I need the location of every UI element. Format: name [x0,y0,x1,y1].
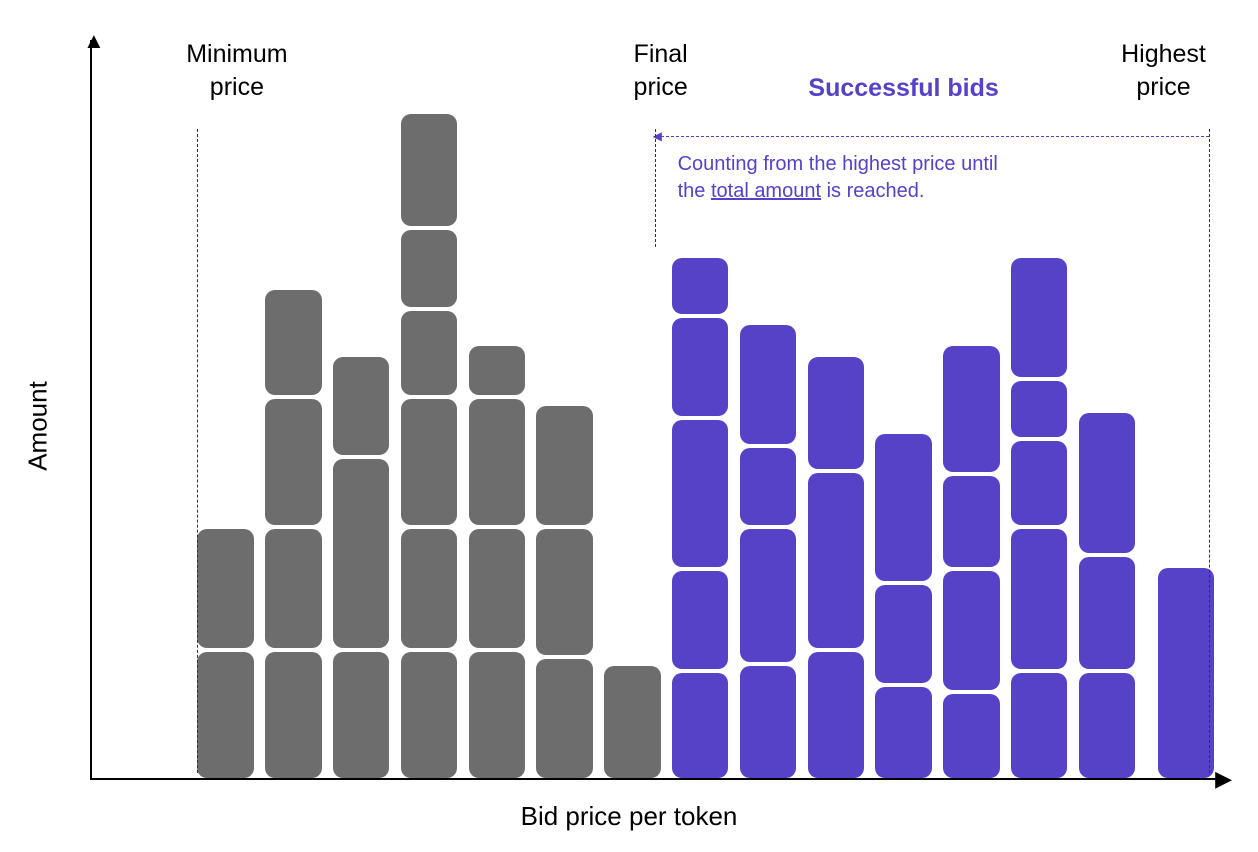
bar-block [1079,673,1136,778]
bar-block [740,666,797,778]
bar-block [536,529,593,655]
bar-block [740,448,797,525]
bar-column [808,357,865,778]
bar-block [875,434,932,581]
bar-block [1079,557,1136,669]
bar-block [333,357,390,455]
bar-block [672,420,729,567]
bar-block [943,571,1000,690]
bar-block [536,659,593,778]
bar-block [875,687,932,778]
bar-block [265,652,322,778]
y-axis-label: Amount [22,381,53,471]
bar-block [265,399,322,525]
bar-column [536,406,593,778]
bar-block [943,346,1000,472]
bar-block [401,230,458,307]
bar-column [740,325,797,778]
bar-block [401,399,458,525]
label-line: Highest [1121,40,1206,68]
reference-vline [197,129,198,773]
bar-block [1011,441,1068,525]
bar-block [401,311,458,395]
bar-block [943,476,1000,567]
bar-block [469,529,526,648]
bar-column [1158,568,1215,778]
bar-block [469,652,526,778]
bar-column [875,434,932,778]
bar-column [672,258,729,778]
label-line: Final [634,40,688,68]
bar-block [875,585,932,683]
bar-block [1011,529,1068,669]
bar-block [1011,381,1068,437]
x-axis-line [90,778,1220,780]
bar-block [333,459,390,648]
bar-column [401,114,458,778]
label-line: Minimum [186,40,287,68]
bar-block [401,652,458,778]
bar-column [1079,413,1136,778]
bar-block [808,473,865,648]
bar-column [265,290,322,778]
plot-area: ▲ ▶ Minimum price Final price Successful… [90,40,1220,780]
reference-vline [655,129,656,247]
x-axis-label: Bid price per token [521,801,738,832]
bar-block [265,290,322,395]
bar-column [333,357,390,778]
bar-block [740,529,797,662]
bar-block [1079,413,1136,553]
bar-block [808,357,865,469]
bar-column [1011,258,1068,778]
bar-block [672,318,729,416]
bar-block [197,529,254,648]
bar-block [536,406,593,525]
y-axis-arrowhead-icon: ▲ [83,30,105,52]
bar-block [401,529,458,648]
bar-block [808,652,865,778]
bar-block [469,399,526,525]
reference-vline [1209,129,1210,773]
bar-block [1011,673,1068,778]
bar-block [604,666,661,778]
bar-block [469,346,526,395]
bar-block [197,652,254,778]
bar-column [469,346,526,778]
bar-column [197,529,254,778]
bar-block [1011,258,1068,377]
bar-block [333,652,390,778]
auction-chart: Amount Bid price per token ▲ ▶ Minimum p… [20,20,1238,832]
bar-block [265,529,322,648]
bar-block [672,571,729,669]
bar-block [401,114,458,226]
bar-block [740,325,797,444]
bar-column [943,346,1000,778]
bar-block [1158,568,1215,778]
bar-block [672,673,729,778]
bar-block [943,694,1000,778]
bar-column [604,666,661,778]
bar-block [672,258,729,314]
